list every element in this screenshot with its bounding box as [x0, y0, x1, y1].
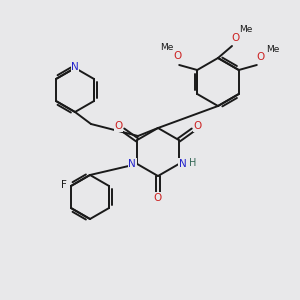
Text: N: N [128, 159, 136, 169]
Text: O: O [114, 121, 122, 131]
Text: N: N [179, 159, 187, 169]
Text: O: O [194, 121, 202, 131]
Text: H: H [189, 158, 196, 168]
Text: O: O [257, 52, 265, 62]
Text: F: F [61, 180, 67, 190]
Text: O: O [154, 193, 162, 203]
Text: O: O [173, 51, 181, 61]
Text: Me: Me [239, 26, 253, 34]
Text: N: N [71, 62, 79, 72]
Text: O: O [232, 33, 240, 43]
Text: Me: Me [160, 44, 174, 52]
Text: Me: Me [266, 44, 280, 53]
